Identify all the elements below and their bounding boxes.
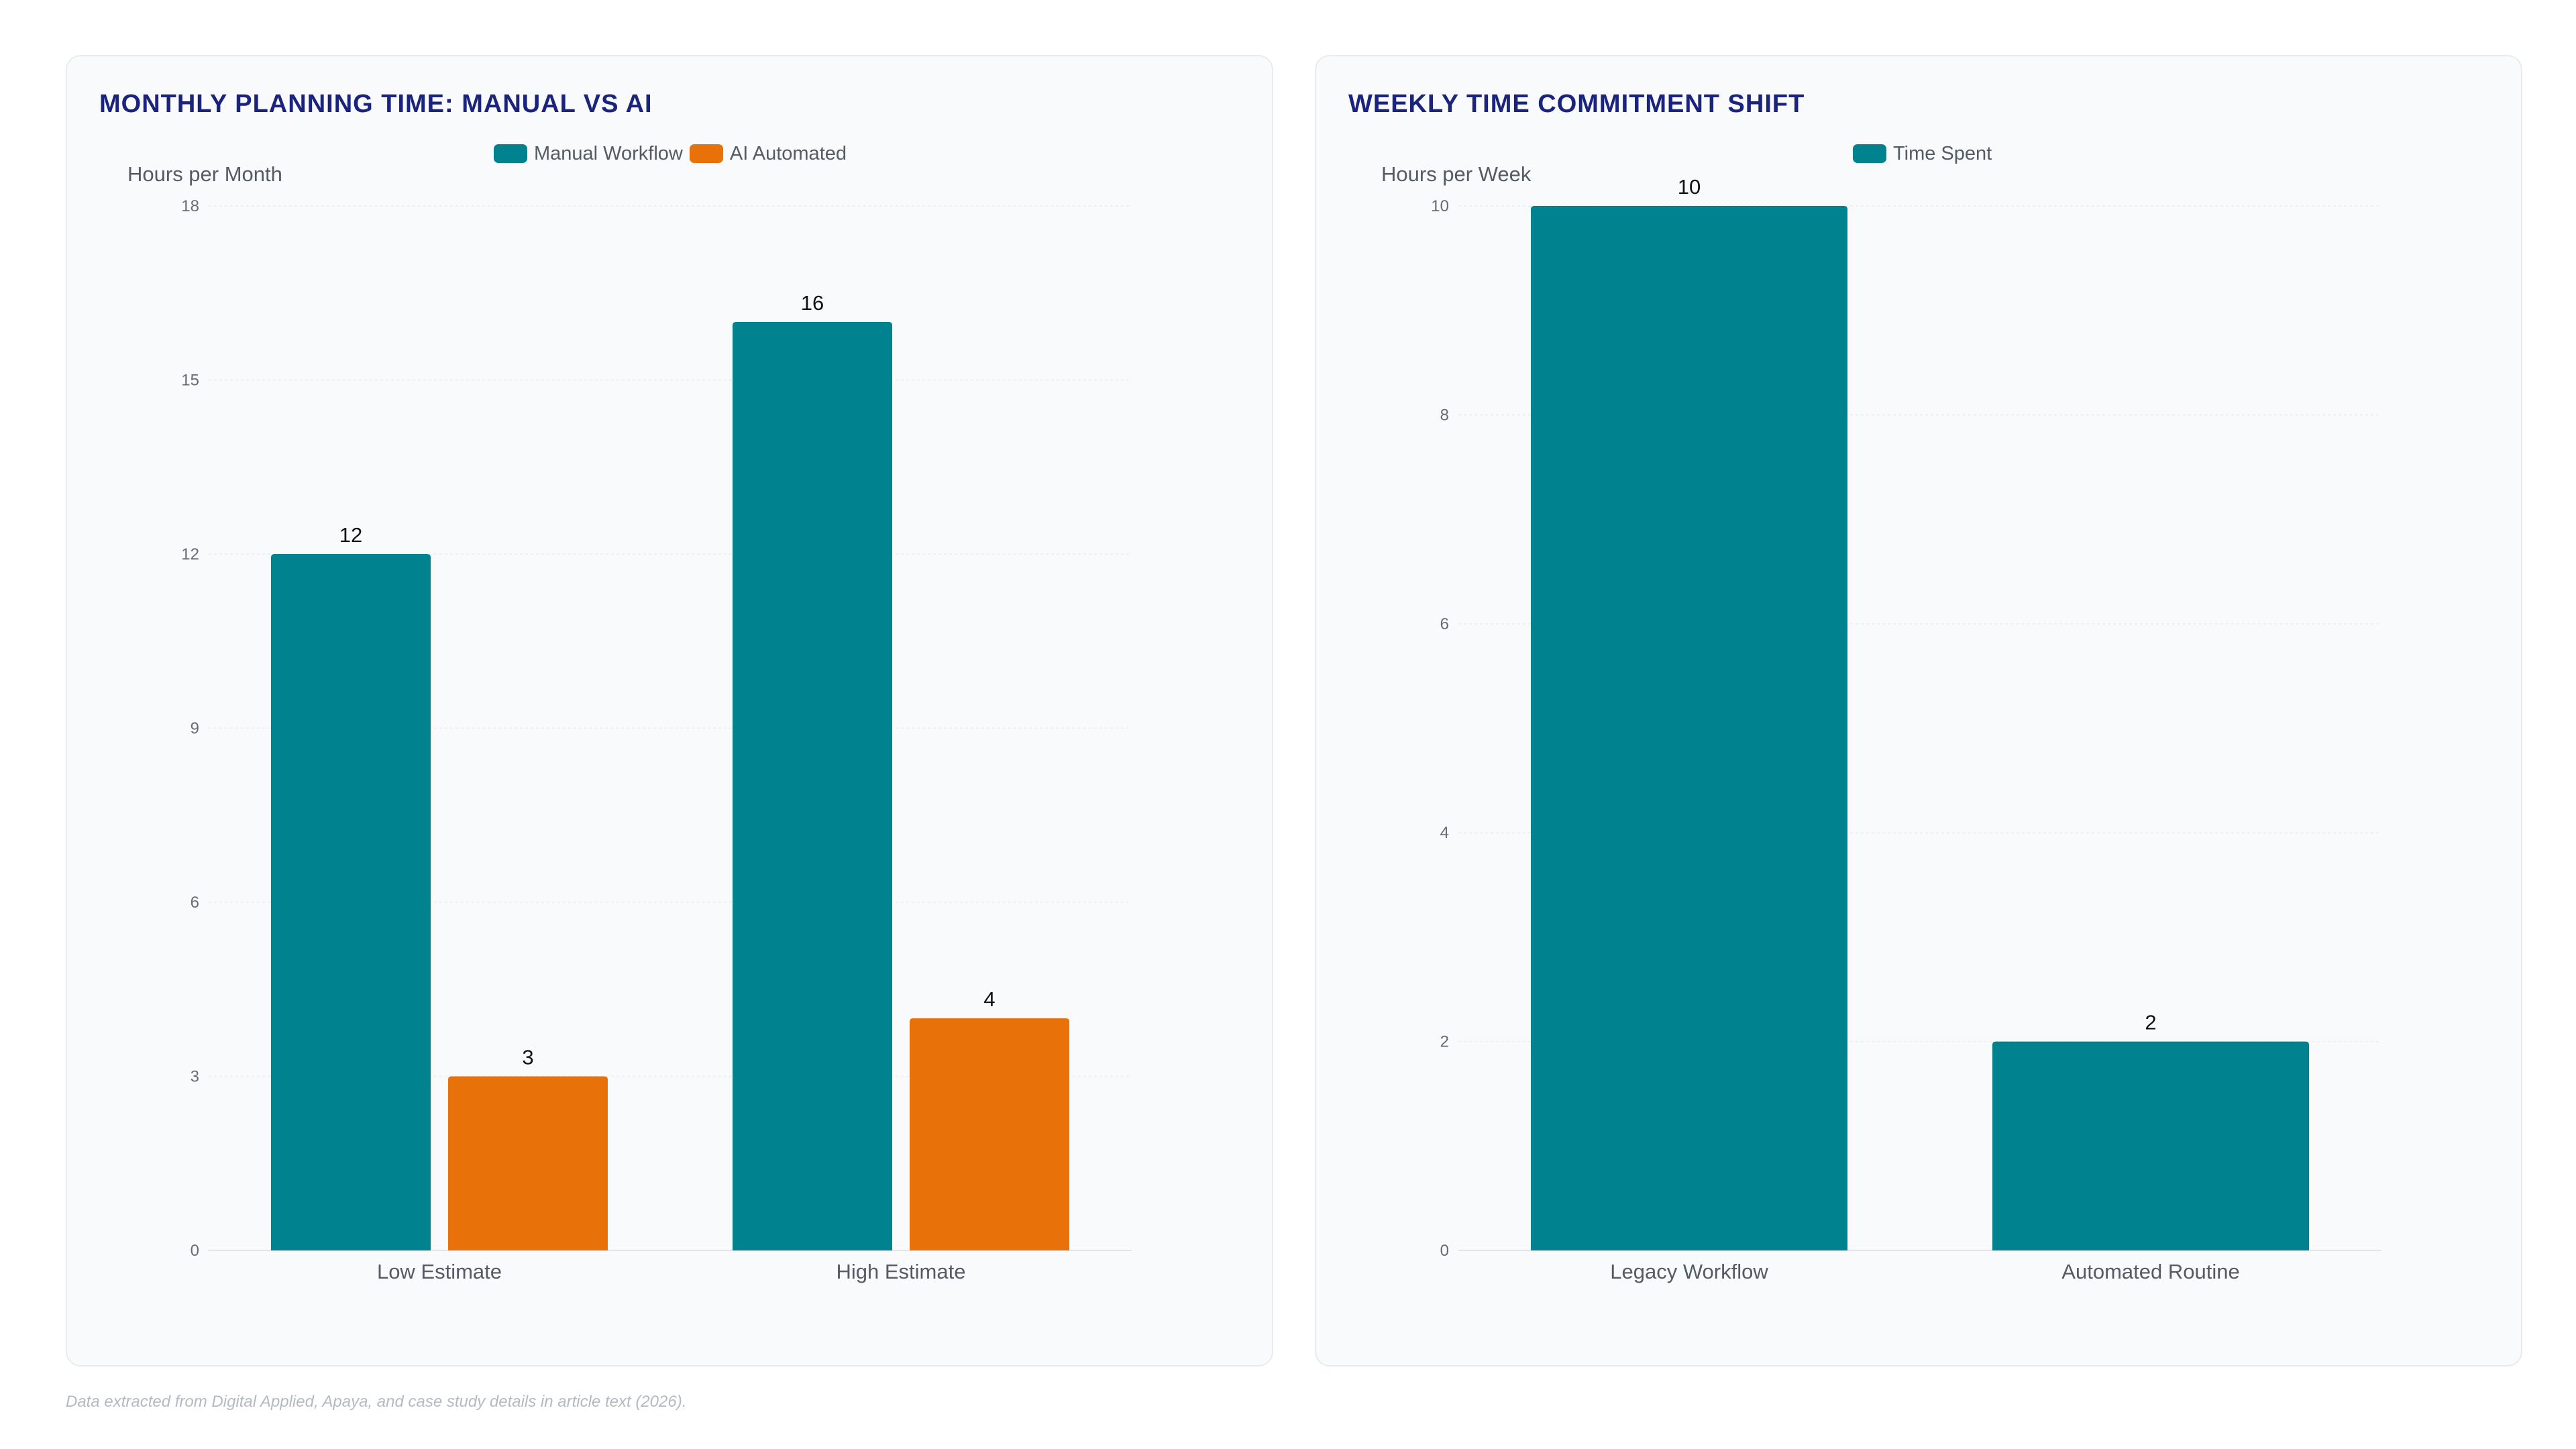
legend-label: Manual Workflow bbox=[534, 142, 683, 164]
bar-ai-automated-high-estimate[interactable] bbox=[910, 1018, 1069, 1250]
y-tick-label: 3 bbox=[191, 1068, 199, 1086]
y-tick-label: 10 bbox=[1431, 197, 1449, 215]
weekly-time-bar-chart: Hours per Week 0 2 4 6 8 10 10 Legacy Workflow 2 A… bbox=[1381, 162, 2381, 1283]
bar-manual-workflow-high-estimate[interactable] bbox=[733, 322, 892, 1250]
y-tick-label: 12 bbox=[181, 545, 199, 564]
y-tick-label: 15 bbox=[181, 372, 199, 390]
y-tick-label: 0 bbox=[1440, 1242, 1449, 1260]
data-label: 3 bbox=[522, 1046, 533, 1069]
data-label: 16 bbox=[801, 291, 824, 315]
legend-item-manual-workflow[interactable]: Manual Workflow bbox=[494, 143, 683, 165]
y-tick-label: 8 bbox=[1440, 406, 1449, 424]
legend-swatch bbox=[1853, 144, 1886, 163]
data-label: 12 bbox=[339, 523, 362, 547]
y-axis-title: Hours per Month bbox=[127, 162, 282, 186]
y-tick-label: 4 bbox=[1440, 824, 1449, 842]
bar-ai-automated-low-estimate[interactable] bbox=[448, 1076, 608, 1251]
monthly-planning-chart-panel: MONTHLY PLANNING TIME: MANUAL VS AI Manu… bbox=[66, 55, 1273, 1366]
x-category-label: Low Estimate bbox=[377, 1260, 502, 1283]
source-footnote: Data extracted from Digital Applied, Apa… bbox=[66, 1393, 687, 1411]
bar-manual-workflow-low-estimate[interactable] bbox=[271, 554, 431, 1250]
y-tick-label: 0 bbox=[191, 1242, 199, 1260]
x-category-label: Legacy Workflow bbox=[1610, 1260, 1768, 1283]
y-tick-label: 18 bbox=[181, 197, 199, 215]
y-tick-label: 2 bbox=[1440, 1033, 1449, 1051]
legend-item-ai-automated[interactable]: AI Automated bbox=[689, 142, 847, 165]
monthly-planning-bar-chart: Hours per Month 0 3 6 9 12 15 18 12 3 Low Estimate… bbox=[127, 162, 1132, 1283]
x-category-label: Automated Routine bbox=[2061, 1260, 2239, 1283]
y-tick-label: 6 bbox=[1440, 615, 1449, 633]
data-label: 2 bbox=[2145, 1011, 2156, 1034]
chart-title: WEEKLY TIME COMMITMENT SHIFT bbox=[1348, 90, 1805, 118]
bar-time-spent-automated-routine[interactable] bbox=[1992, 1041, 2309, 1250]
chart-legend: Time Spent bbox=[1853, 140, 1998, 167]
chart-legend: Manual Workflow AI Automated bbox=[494, 140, 853, 167]
bar-time-spent-legacy-workflow[interactable] bbox=[1531, 206, 1847, 1250]
weekly-time-chart-panel: WEEKLY TIME COMMITMENT SHIFT Time Spent … bbox=[1315, 55, 2522, 1366]
legend-swatch bbox=[494, 144, 527, 163]
legend-label: AI Automated bbox=[729, 142, 847, 164]
y-axis-title: Hours per Week bbox=[1381, 162, 1532, 186]
legend-label: Time Spent bbox=[1893, 142, 1992, 164]
legend-item-time-spent[interactable]: Time Spent bbox=[1853, 143, 1992, 165]
y-tick-label: 6 bbox=[191, 894, 199, 912]
y-tick-label: 9 bbox=[191, 720, 199, 738]
x-category-label: High Estimate bbox=[837, 1260, 966, 1283]
data-label: 4 bbox=[983, 987, 995, 1011]
chart-title: MONTHLY PLANNING TIME: MANUAL VS AI bbox=[99, 90, 653, 118]
data-label: 10 bbox=[1678, 175, 1701, 199]
legend-swatch bbox=[689, 144, 723, 163]
